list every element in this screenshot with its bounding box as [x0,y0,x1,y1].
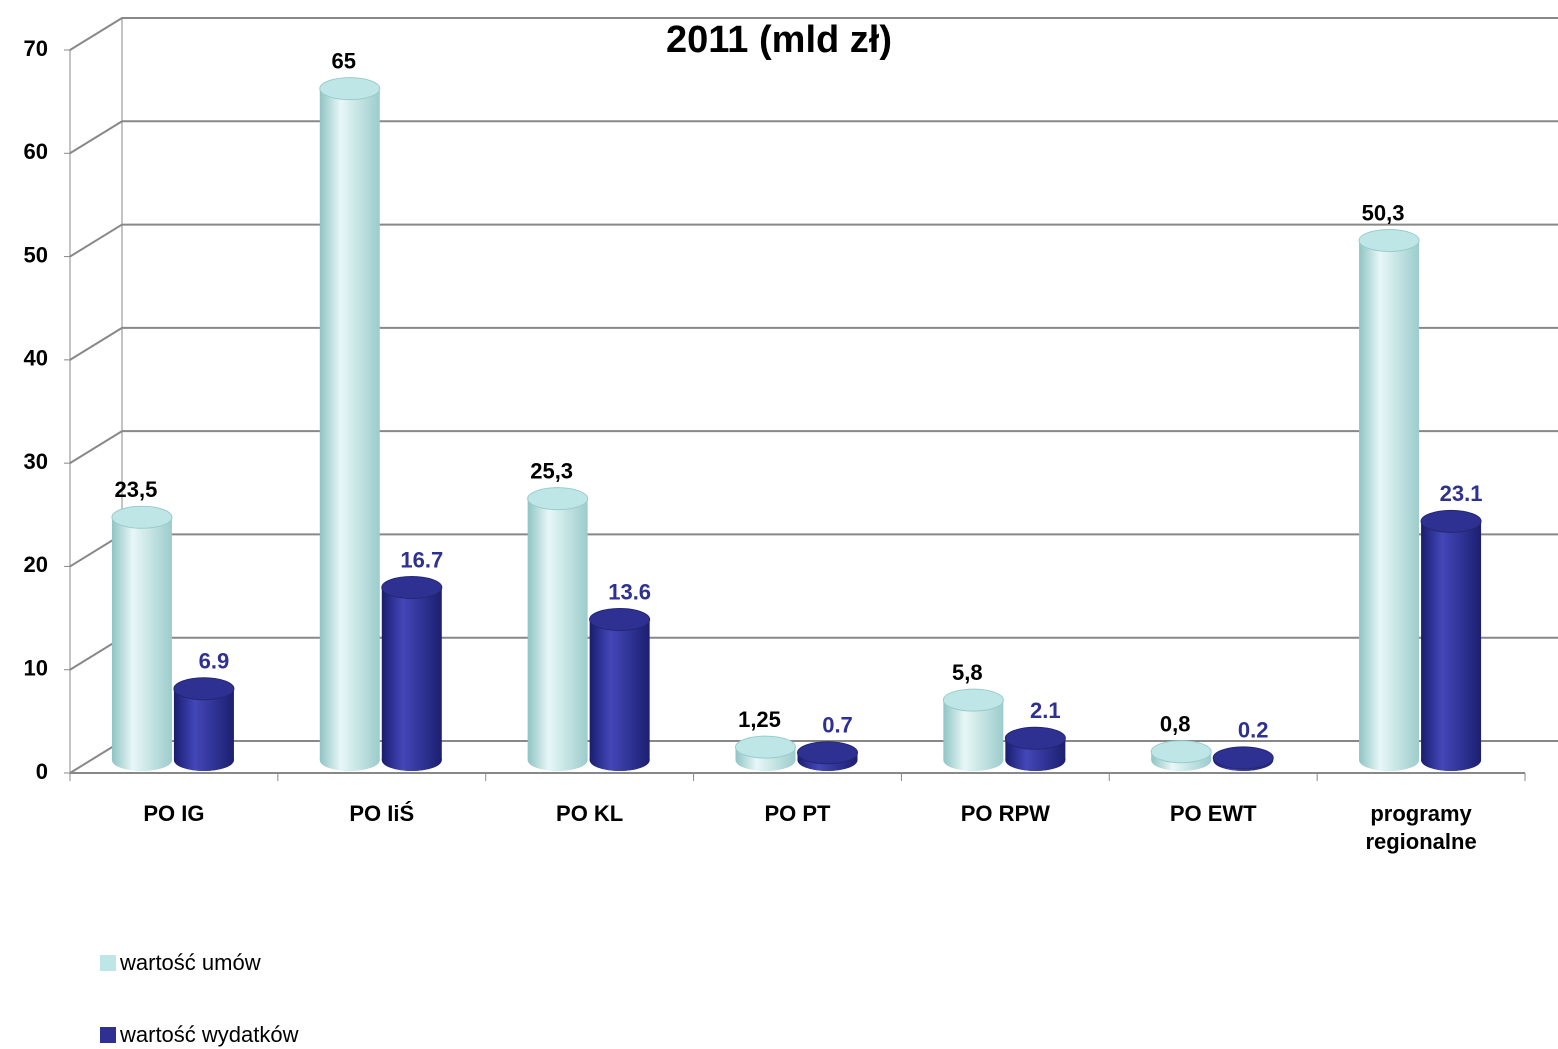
cylinder-top [1150,740,1212,764]
cylinder-top [1358,228,1420,252]
data-label: 65 [332,48,356,73]
cylinder-base-front [1359,749,1420,771]
y-tick-label: 70 [24,36,48,61]
cylinder-top [319,77,381,101]
data-label: 2.1 [1030,698,1061,723]
x-tick-label: PO IG [143,801,205,826]
legend-swatch [100,1027,116,1043]
cylinder-base-front [111,749,172,771]
legend-swatch [100,955,116,971]
cylinder-top [1212,746,1274,770]
grid-line [69,533,1558,568]
cylinder-top [1420,509,1482,533]
cylinder-top [589,608,651,632]
data-label: 1,25 [738,707,781,732]
cylinder-top [735,735,796,759]
grid-line [69,430,1558,464]
cylinder-base-front [1005,749,1066,771]
bar [319,88,380,760]
cylinder-base-front [589,749,650,771]
bar [589,619,650,760]
grid-line [69,326,1558,361]
legend-entry: wartość umów [100,950,261,976]
data-label: 50,3 [1362,200,1405,225]
bar [1421,521,1482,760]
bar [527,498,588,760]
cylinder-base-front [1421,749,1482,771]
y-tick-label: 0 [36,759,48,784]
cylinder-top [942,688,1004,712]
data-label: 13.6 [608,579,651,604]
cylinder-base-front [527,749,588,771]
data-label: 5,8 [952,660,983,685]
x-tick-label: PO KL [556,801,624,826]
grid-line [69,17,1558,51]
data-label: 6.9 [199,649,230,674]
chart-title: 2011 (mld zł) [666,19,892,61]
data-label: 0,8 [1160,712,1191,737]
cylinder-top [173,677,235,701]
x-tick-label: PO PT [764,801,831,826]
cylinder-top [381,576,443,600]
y-tick-label: 50 [24,242,48,267]
y-tick-label: 20 [24,552,48,577]
y-tick-label: 30 [24,449,48,474]
bar [173,688,234,760]
cylinder-base-front [381,749,442,771]
cylinder-top [797,741,858,765]
x-tick-label: PO IiŚ [349,801,415,826]
data-label: 16.7 [400,547,443,572]
data-label: 0.2 [1238,718,1269,743]
data-label: 0.7 [822,713,853,738]
cylinder-top [527,487,589,511]
x-tick-label: PO EWT [1169,801,1257,826]
data-label: 25,3 [530,458,573,483]
data-label: 23.1 [1440,481,1483,506]
grid-line [69,120,1558,155]
cylinder-base-front [943,749,1004,771]
cylinder-base-front [173,749,234,771]
legend-entry: wartość wydatków [100,1022,299,1048]
bar [111,517,172,760]
grid-line [69,636,1558,671]
cylinder-base-front [319,749,380,771]
y-tick-label: 10 [24,656,48,681]
data-label: 23,5 [115,477,158,502]
legend-label: wartość wydatków [120,1022,299,1047]
x-tick-label: programy regionalne [1365,801,1477,854]
cylinder-top [1004,726,1066,750]
grid-line [69,223,1558,258]
x-tick-label: PO RPW [960,801,1050,826]
y-tick-label: 60 [24,139,48,164]
bar [381,587,442,760]
cylinder-top [111,505,173,529]
bar [1359,240,1420,761]
legend-label: wartość umów [120,950,261,975]
y-tick-label: 40 [24,346,48,371]
